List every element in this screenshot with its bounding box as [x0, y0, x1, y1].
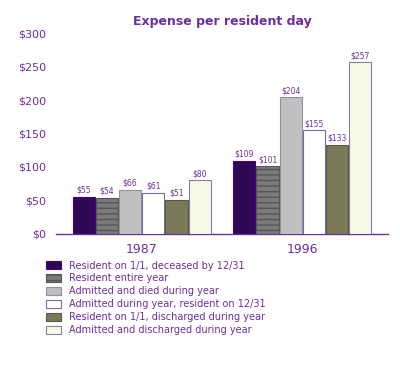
Text: $54: $54 [100, 187, 114, 196]
Text: $133: $133 [328, 134, 347, 143]
Title: Expense per resident day: Expense per resident day [133, 15, 311, 28]
Text: $66: $66 [123, 179, 137, 188]
Text: $51: $51 [169, 189, 184, 198]
Bar [303, 130, 325, 234]
Bar [256, 166, 278, 234]
Text: $55: $55 [76, 186, 91, 195]
Bar [96, 198, 118, 234]
Bar [189, 180, 211, 234]
Text: $101: $101 [258, 155, 277, 164]
Bar [326, 145, 348, 234]
Bar [280, 98, 302, 234]
Bar [349, 62, 371, 234]
Text: $257: $257 [351, 51, 370, 60]
Text: $204: $204 [281, 86, 300, 95]
Bar [73, 197, 95, 234]
Bar [119, 190, 141, 234]
Text: $61: $61 [146, 182, 160, 191]
Text: $155: $155 [304, 119, 324, 128]
Bar [142, 193, 164, 234]
Bar [233, 161, 255, 234]
Legend: Resident on 1/1, deceased by 12/31, Resident entire year, Admitted and died duri: Resident on 1/1, deceased by 12/31, Resi… [44, 259, 267, 337]
Text: $109: $109 [235, 150, 254, 159]
Bar [166, 200, 188, 234]
Text: $80: $80 [192, 169, 207, 178]
